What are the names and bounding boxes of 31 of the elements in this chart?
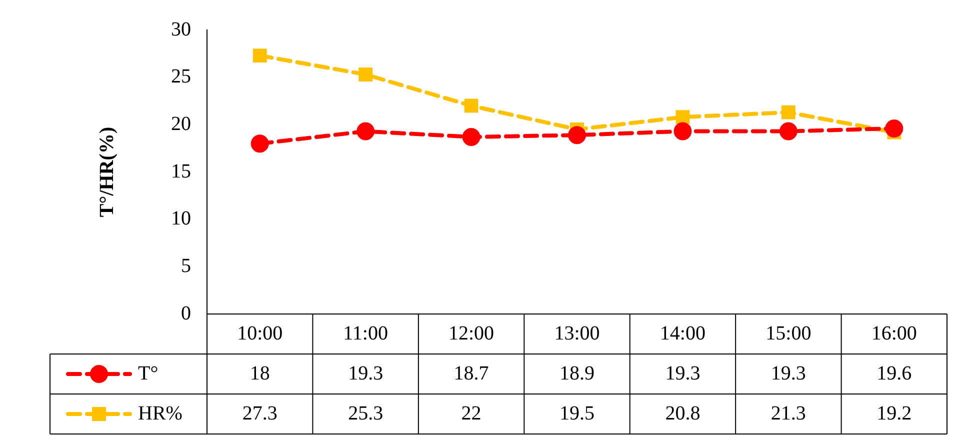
y-tick-label: 5 (181, 254, 191, 277)
data-label: 22 (461, 402, 482, 424)
data-label: 19.3 (770, 362, 806, 384)
data-label: 19.6 (876, 362, 912, 384)
data-label: 19.3 (665, 362, 700, 384)
data-label: 20.8 (665, 402, 700, 424)
data-label: 25.3 (348, 402, 384, 424)
y-tick-label: 10 (171, 208, 191, 230)
x-tick-label: 15:00 (766, 322, 812, 344)
y-tick-label: 25 (171, 66, 191, 88)
data-label: 19.5 (560, 402, 594, 424)
data-label: 21.3 (770, 402, 806, 424)
x-tick-label: 13:00 (554, 322, 600, 344)
y-axis-title: T°/HR(%) (96, 126, 118, 218)
y-tick-label: 0 (181, 302, 191, 324)
x-tick-label: 14:00 (660, 322, 706, 344)
data-label: 19.3 (348, 362, 384, 384)
y-tick-label: 15 (171, 160, 191, 182)
x-tick-label: 10:00 (237, 322, 283, 344)
data-label: 18.7 (454, 362, 489, 384)
legend-label: HR% (138, 402, 182, 424)
y-tick-label: 20 (171, 112, 191, 135)
legend-label: T° (138, 362, 158, 384)
y-tick-label: 30 (171, 18, 191, 40)
x-tick-label: 16:00 (871, 322, 917, 344)
data-label: 18 (250, 362, 270, 384)
data-label: 19.2 (876, 402, 912, 424)
x-tick-label: 11:00 (343, 322, 388, 344)
x-tick-label: 12:00 (448, 322, 494, 344)
data-label: 18.9 (560, 362, 594, 384)
data-label: 27.3 (242, 402, 278, 424)
